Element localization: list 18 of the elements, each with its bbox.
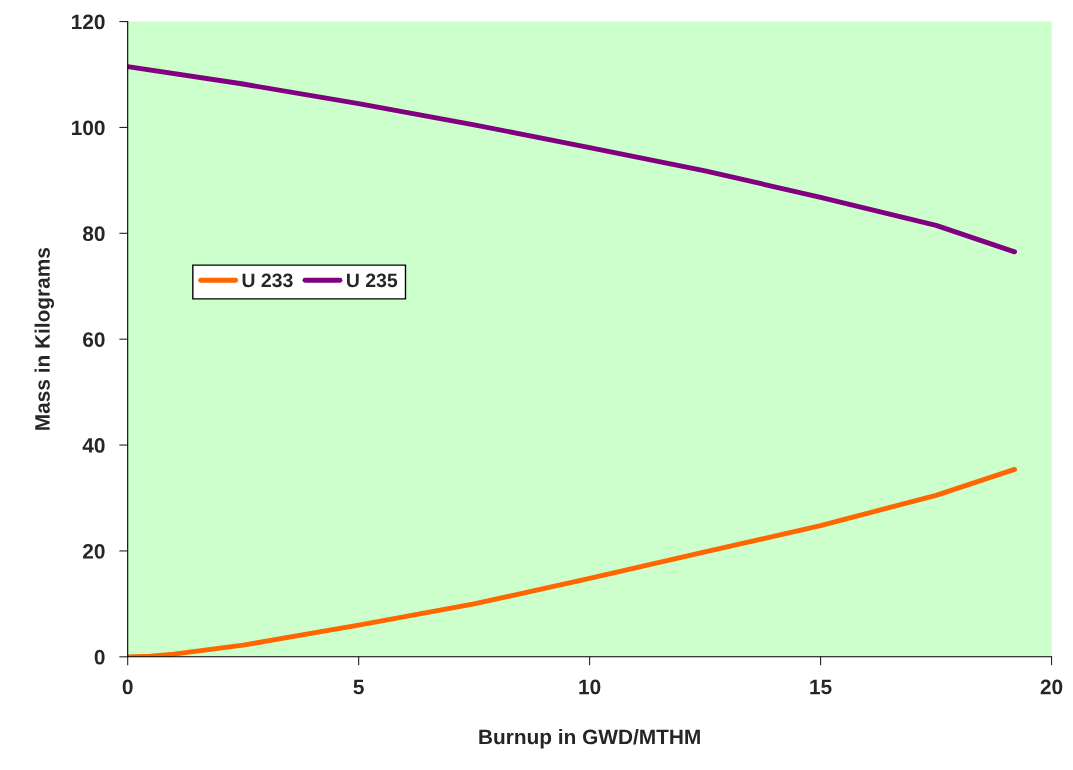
legend-label: U 235 [347, 273, 398, 288]
y-tick-label: 80 [82, 226, 105, 242]
legend-label: U 233 [242, 273, 293, 288]
y-axis-title: Mass in Kilograms [34, 247, 55, 430]
y-tick-label: 100 [72, 120, 105, 136]
y-tick-label: 120 [72, 14, 105, 30]
y-tick-label: 20 [83, 543, 105, 559]
y-tick-label: 0 [94, 649, 105, 665]
y-tick-label: 40 [82, 438, 105, 453]
x-tick-label: 10 [579, 679, 601, 695]
x-tick-label: 15 [810, 679, 832, 695]
x-axis-title: Burnup in GWD/MTHM [479, 729, 700, 749]
x-tick-label: 20 [1040, 679, 1063, 695]
x-tick-label: 0 [122, 679, 133, 695]
line-series [127, 466, 1018, 657]
x-tick-label: 5 [353, 679, 364, 695]
y-tick-label: 60 [83, 332, 105, 347]
line-series [127, 64, 1018, 255]
